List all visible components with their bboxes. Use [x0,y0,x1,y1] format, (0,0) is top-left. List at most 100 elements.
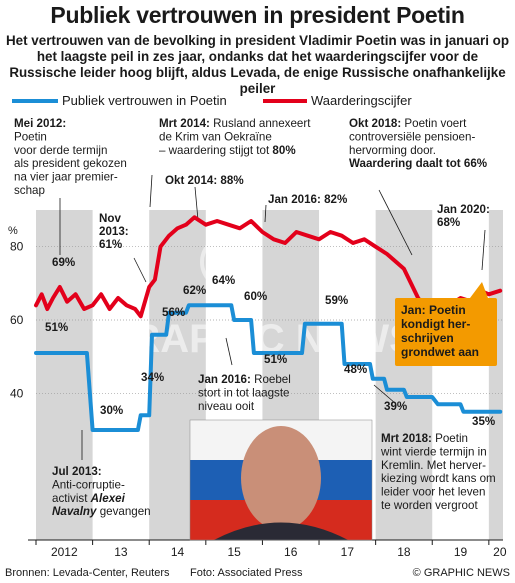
x-tick-label: 13 [114,545,128,559]
year-band [375,210,433,540]
legend-label-approval: Waarderingscijfer [311,93,412,108]
note-mei-2012-run: schap [14,184,45,197]
label-okt-2014-run: Okt 2014: 88% [165,174,244,187]
note-jan-2016: Jan 2016: Roebel stort in tot laagste nive… [198,373,291,413]
note-jan-2016-run: Roebel [251,373,291,386]
x-tick-label: 16 [284,545,298,559]
photo-frame [189,419,373,541]
year-band [36,210,93,540]
label-56-run: 56% [162,306,185,319]
leader-line [373,384,396,404]
note-nov-2013-run: 61% [99,238,122,251]
note-mrt-2018-run: kiezing wordt kans om [381,472,496,485]
label-35: 35% [472,415,495,428]
x-tick-label: 19 [454,545,468,559]
callout-box [395,298,497,366]
note-mei-2012-run: Poetin [14,130,47,143]
label-56: 56% [162,306,185,319]
footer: Bronnen: Levada-Center, Reuters Foto: As… [0,563,515,583]
note-jul-2013-run: Anti-corruptie- [52,478,125,491]
x-tick-label: 18 [397,545,411,559]
note-jul-2013-run: activist [52,492,91,505]
x-tick-label: 20 [493,545,507,559]
note-mrt-2014-run: Mrt 2014: [159,117,210,130]
note-nov-2013-run: Nov [99,212,121,225]
note-mei-2012-run: Mei 2012: [14,117,66,130]
note-nov-2013-run: 2013: [99,225,129,238]
note-jan-2016-run: niveau ooit [198,400,255,413]
x-tick-label: 15 [227,545,241,559]
label-59-run: 59% [325,294,348,307]
y-axis-label: % [8,225,18,237]
note-jan-2016-run: stort in tot laagste [198,386,290,399]
note-mrt-2014: Mrt 2014: Rusland annexeert de Krim van O… [159,117,311,157]
label-48: 48% [344,363,367,376]
label-jan-2020-run: 68% [437,216,460,229]
legend: Publiek vertrouwen in Poetin Waarderingsc… [12,93,412,108]
note-jan-2020-grondwet-run: kondigt her- [401,317,470,331]
note-okt-2018-run: Okt 2018: [349,117,401,130]
chart-subtitle: Het vertrouwen van de bevolking in presi… [6,33,509,96]
note-mrt-2014-run: Rusland annexeert [210,117,311,130]
x-tick-label: 2012 [51,545,78,559]
note-jan-2020-grondwet-run: Jan: Poetin [401,303,466,317]
leader-line [194,186,199,221]
note-mrt-2018: Mrt 2018: Poetin wint vierde termijn in Kr… [380,432,496,512]
x-tick-label: 17 [341,545,355,559]
callout-pointer [470,282,488,298]
note-jul-2013-run: Jul 2013: [52,465,102,478]
note-jul-2013-run: gevangen [96,505,150,518]
note-mrt-2018-run: te worden vergroot [381,499,478,512]
note-jul-2013: Jul 2013: Anti-corruptie-activist Alexei N… [52,465,151,518]
note-jan-2020-grondwet: Jan: Poetin kondigt her-schrijven grondwet… [401,303,479,359]
leader-line [133,257,147,283]
label-60-run: 60% [244,290,267,303]
portrait-face [241,426,321,530]
note-jan-2016-run: Jan 2016: [198,373,251,386]
note-mrt-2018-run: wint vierde termijn in [380,445,487,458]
source-note: Bronnen: Levada-Center, Reuters [5,567,170,579]
label-51-mid-run: 51% [264,353,287,366]
note-mrt-2018-run: leider voor het leven [381,486,485,499]
note-mrt-2014-run: 80% [272,144,295,157]
y-tick-label: 40 [10,386,24,400]
y-tick-label: 60 [10,313,24,327]
label-jan-2016-run: Jan 2016: 82% [268,193,347,206]
label-59: 59% [325,294,348,307]
label-64-run: 64% [212,274,235,287]
label-39-run: 39% [384,400,407,413]
leader-line [378,189,413,256]
photo-credit: Foto: Associated Press [190,567,303,579]
label-34: 34% [141,371,164,384]
note-okt-2018: Okt 2018: Poetin voert controversiële pen… [349,117,487,170]
chart-title: Publiek vertrouwen in president Poetin [50,2,465,28]
note-mrt-2018-run: Mrt 2018: [381,432,432,445]
trust-line [34,303,503,432]
note-mrt-2018-run: Kremlin. Met herver- [381,459,486,472]
note-jan-2020-grondwet-run: schrijven [401,331,454,345]
label-62-run: 62% [183,284,206,297]
leader-line [225,337,233,366]
label-jan-2020: Jan 2020: 68% [437,203,490,229]
label-60: 60% [244,290,267,303]
note-okt-2018-run: Waardering daalt tot 66% [349,157,487,170]
label-69: 69% [52,256,75,269]
label-30-run: 30% [100,404,123,417]
label-jan-2020-run: Jan 2020: [437,203,490,216]
leader-line [264,204,267,223]
note-mrt-2018-run: Poetin [432,432,468,445]
brand-credit: © GRAPHIC NEWS [412,567,510,579]
portrait-suit [214,522,348,540]
note-mrt-2014-run: – waardering stijgt tot [159,144,272,157]
note-okt-2018-run: Poetin voert [401,117,467,130]
label-48-run: 48% [344,363,367,376]
label-51-mid: 51% [264,353,287,366]
watermark-logo [200,234,256,290]
label-62: 62% [183,284,206,297]
portrait-photo [190,420,372,540]
note-mrt-2014-run: de Krim van Oekraïne [159,130,272,143]
label-34-run: 34% [141,371,164,384]
note-jul-2013-run: Alexei [90,492,126,505]
note-jan-2020-grondwet-run: grondwet aan [401,345,479,359]
